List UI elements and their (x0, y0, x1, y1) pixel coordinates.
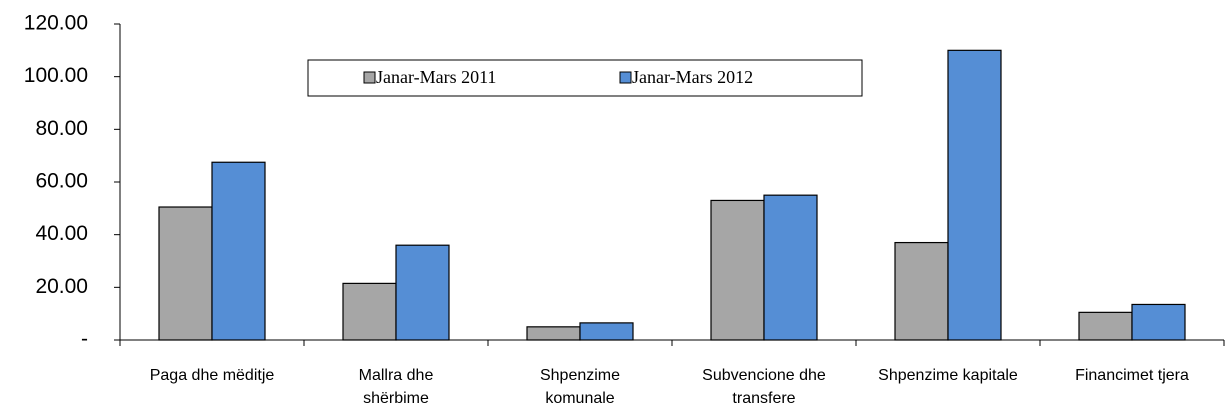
bar (1078, 311, 1133, 341)
bar (158, 206, 213, 341)
legend-swatch (619, 71, 632, 84)
legend-label: Janar-Mars 2011 (376, 67, 496, 87)
bar (710, 199, 765, 341)
y-tick-label: 100.00 (24, 64, 88, 87)
x-tick-label: Subvencione dhe transfere (702, 367, 826, 407)
x-tick-label: Financimet tjera (1075, 367, 1189, 384)
legend (307, 59, 863, 97)
x-tick-label: Paga dhe mëditje (149, 367, 275, 384)
bar (342, 282, 397, 341)
x-tick-label: Shpenzime komunale (539, 367, 621, 407)
legend-swatch (363, 71, 376, 84)
y-tick-label: - (81, 328, 88, 351)
legend-label: Janar-Mars 2012 (632, 67, 753, 87)
bar (211, 161, 266, 341)
bar (395, 244, 450, 341)
bar (579, 322, 634, 341)
y-tick-label: 60.00 (35, 170, 88, 193)
bar (894, 241, 949, 341)
y-tick-label: 40.00 (35, 222, 88, 245)
bar (947, 49, 1002, 341)
y-tick-label: 80.00 (35, 117, 88, 140)
bar (1131, 303, 1186, 341)
x-tick-label: Mallra dhe shërbime (358, 367, 434, 407)
bar (526, 326, 581, 341)
bar (763, 194, 818, 341)
y-tick-label: 20.00 (35, 275, 88, 298)
x-tick-label: Shpenzime kapitale (878, 367, 1018, 384)
y-tick-label: 120.00 (24, 12, 88, 35)
